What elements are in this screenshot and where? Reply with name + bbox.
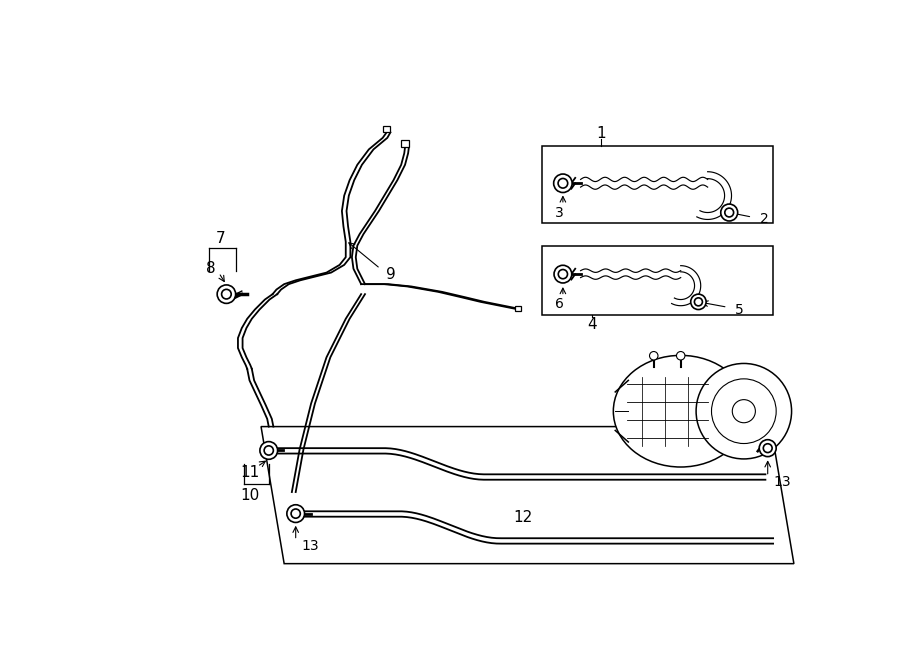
Text: 10: 10 xyxy=(240,488,259,504)
Circle shape xyxy=(221,290,231,299)
Text: 9: 9 xyxy=(385,266,395,282)
Circle shape xyxy=(763,444,772,453)
Circle shape xyxy=(724,208,733,217)
Circle shape xyxy=(721,204,738,221)
Polygon shape xyxy=(261,426,794,564)
Text: 13: 13 xyxy=(302,539,319,553)
Text: 1: 1 xyxy=(597,126,607,141)
Circle shape xyxy=(558,178,568,188)
Circle shape xyxy=(733,400,755,423)
Circle shape xyxy=(554,174,572,192)
Circle shape xyxy=(291,509,301,518)
Bar xyxy=(515,305,521,311)
Circle shape xyxy=(260,442,277,459)
Circle shape xyxy=(650,352,658,360)
Text: 8: 8 xyxy=(206,261,216,276)
Circle shape xyxy=(217,285,236,303)
Circle shape xyxy=(712,379,776,444)
Circle shape xyxy=(264,446,274,455)
Text: 13: 13 xyxy=(773,475,791,489)
Circle shape xyxy=(695,298,702,306)
Text: 6: 6 xyxy=(555,297,564,311)
Circle shape xyxy=(554,265,572,283)
Circle shape xyxy=(558,270,568,279)
Text: 2: 2 xyxy=(760,212,769,227)
Circle shape xyxy=(690,294,707,309)
Circle shape xyxy=(677,352,685,360)
Bar xyxy=(542,145,773,223)
Bar xyxy=(542,246,773,315)
Bar xyxy=(382,126,391,132)
Text: 11: 11 xyxy=(240,465,259,481)
Text: 4: 4 xyxy=(588,317,597,332)
Circle shape xyxy=(287,505,304,522)
Circle shape xyxy=(696,364,792,459)
Bar xyxy=(401,140,409,147)
Text: 3: 3 xyxy=(555,206,564,219)
Circle shape xyxy=(760,440,776,457)
Text: 5: 5 xyxy=(735,303,744,317)
Text: 7: 7 xyxy=(216,231,226,246)
Text: 12: 12 xyxy=(513,510,533,525)
Ellipse shape xyxy=(613,356,748,467)
